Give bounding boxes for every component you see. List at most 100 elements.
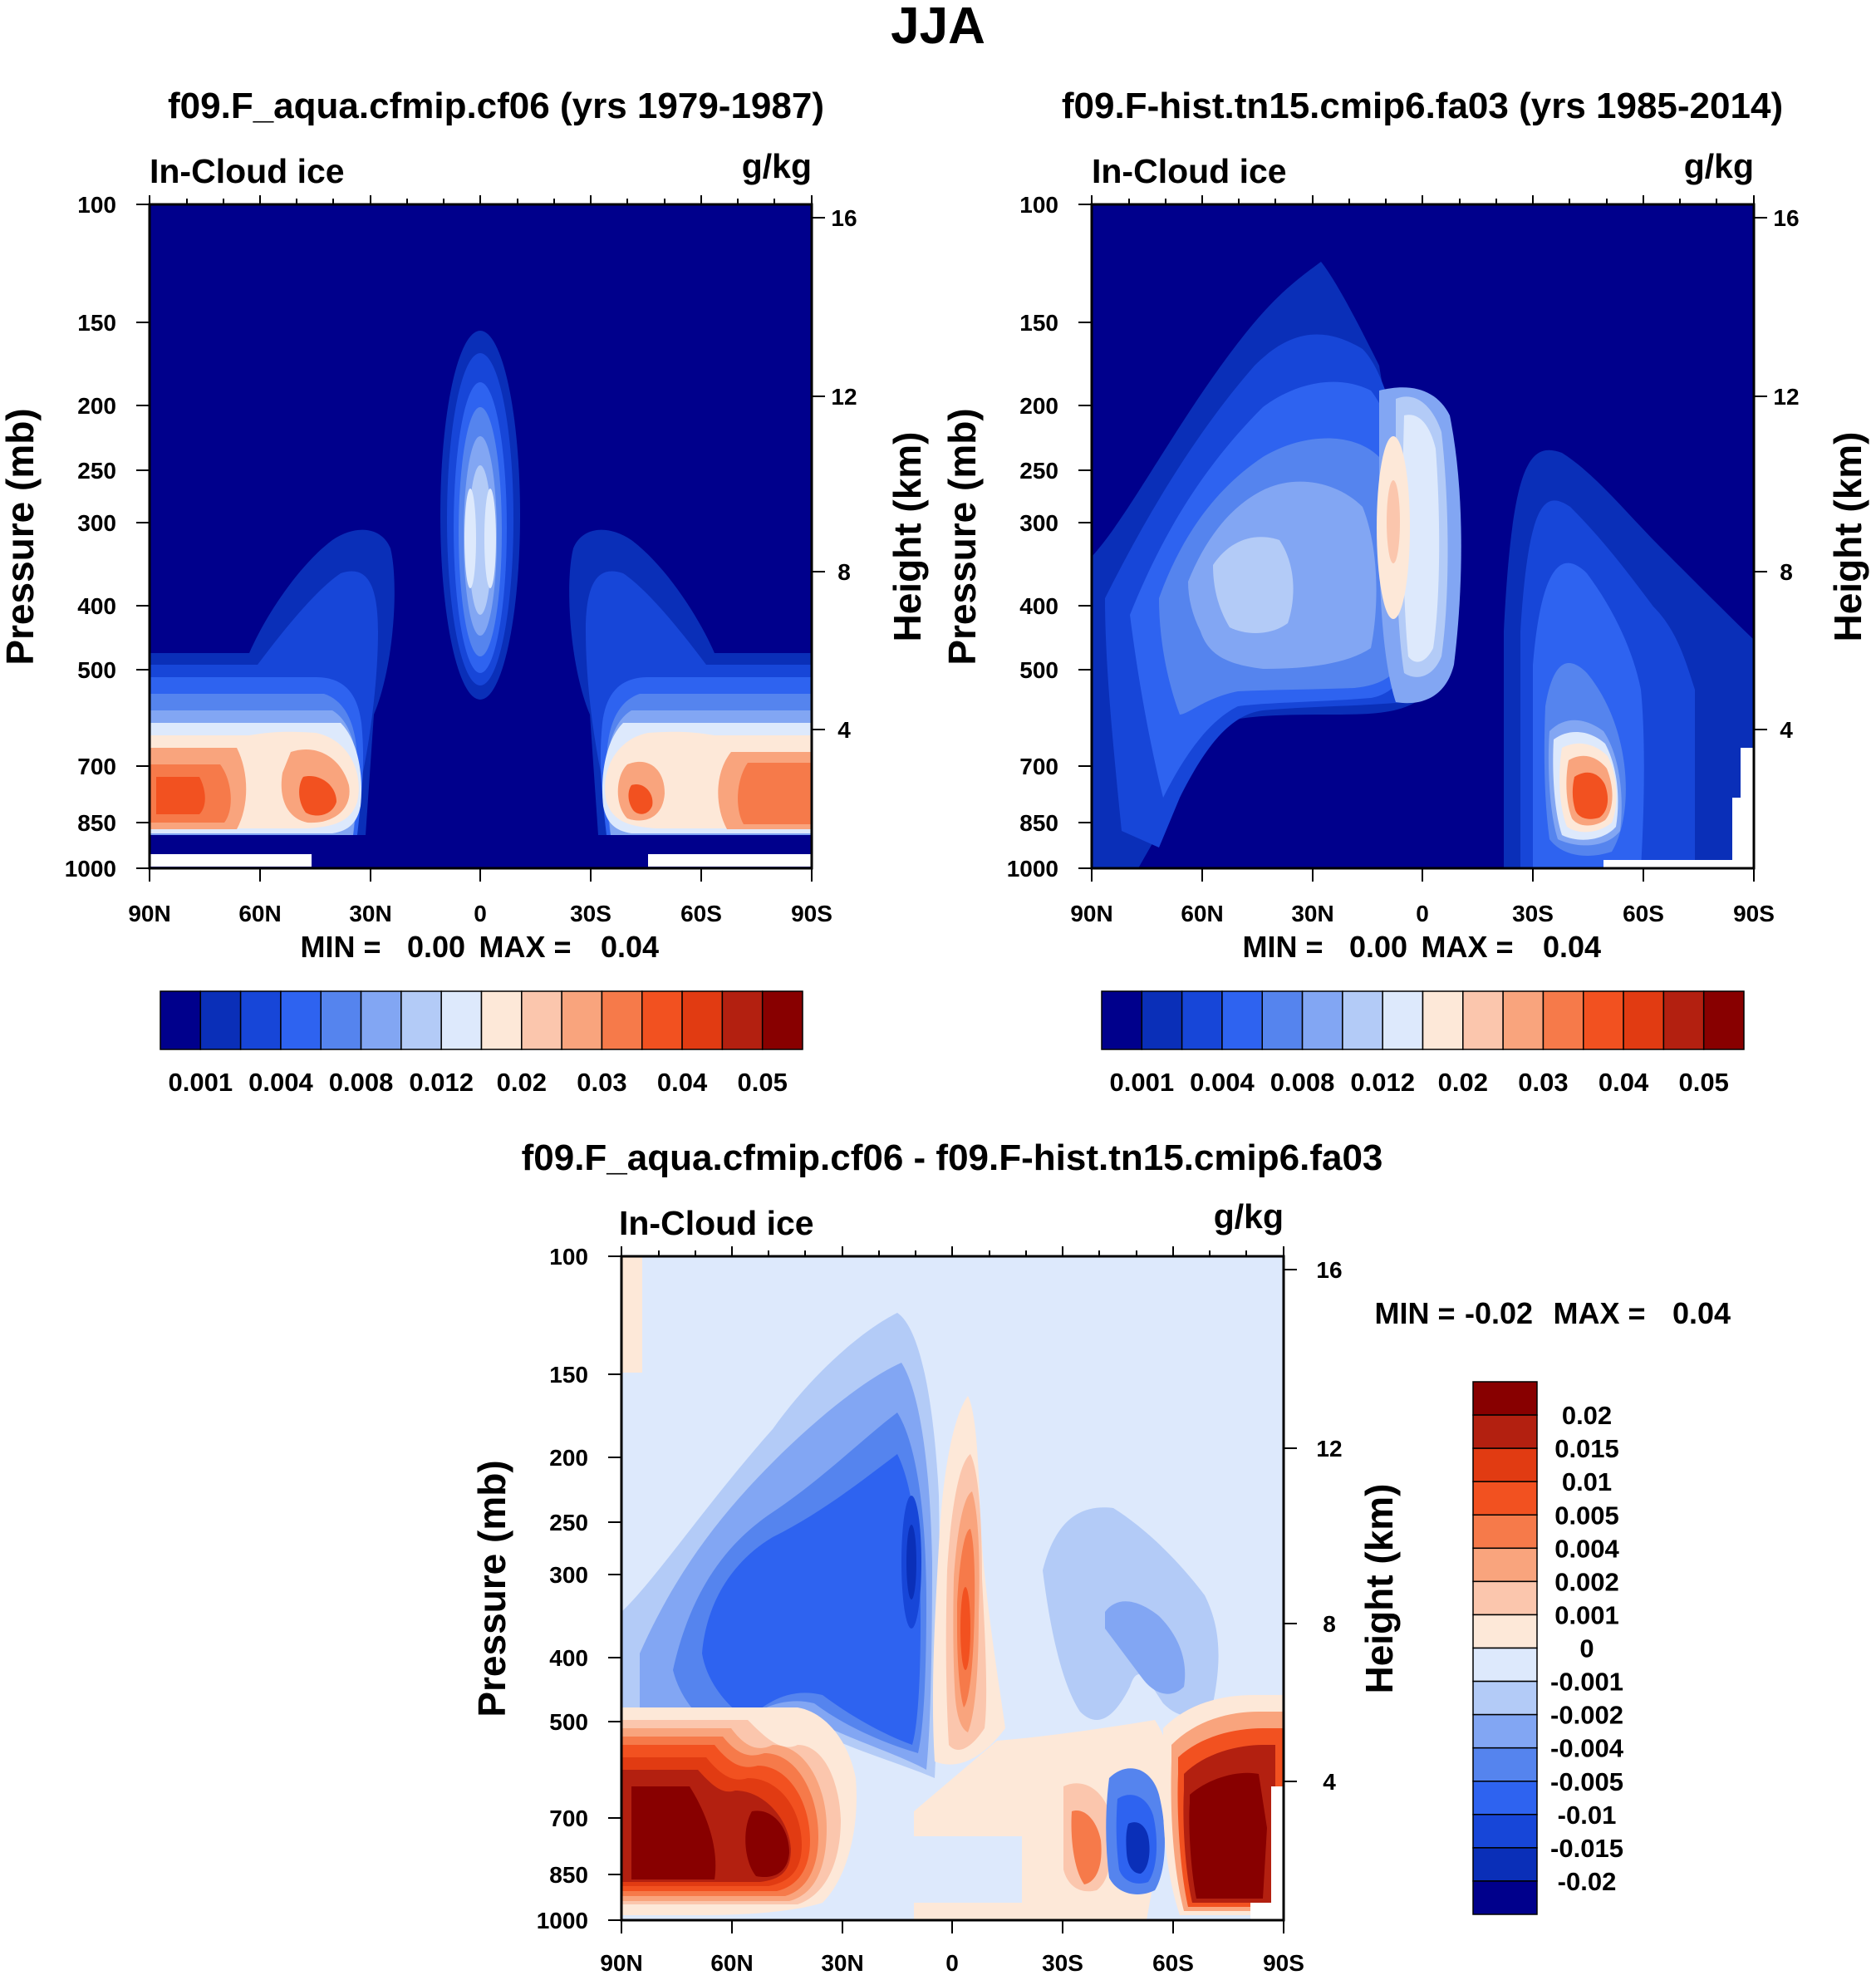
p3-y-tick-label: 200	[549, 1445, 588, 1471]
p1-y2-axis-label: Height (km)	[886, 432, 929, 642]
p1-contour-sh	[738, 763, 812, 824]
figure-title: JJA	[891, 0, 985, 55]
colorbar-label: -0.005	[1550, 1767, 1623, 1796]
colorbar-swatch	[320, 990, 362, 1050]
colorbar-label: -0.002	[1550, 1701, 1623, 1730]
p1-max-label: MAX =	[479, 930, 571, 964]
p3-y-tick-label: 1000	[537, 1908, 588, 1933]
p1-y2-tick-label: 12	[831, 384, 857, 410]
p1-x-tick-label: 30N	[349, 901, 391, 926]
panel-1-contours	[150, 204, 812, 868]
p3-x-tick-label: 0	[945, 1950, 959, 1976]
colorbar-label: 0.04	[657, 1068, 708, 1097]
p3-y-tick-label: 850	[549, 1862, 588, 1888]
p3-missing-data	[1250, 1786, 1284, 1920]
p3-contour-pos	[1189, 1772, 1267, 1899]
p2-x-tick-label: 30N	[1291, 901, 1333, 926]
p3-x-tick-label: 30N	[821, 1950, 863, 1976]
colorbar-swatch	[1101, 990, 1143, 1050]
p3-contour-pos	[631, 1786, 716, 1879]
p1-min-label: MIN =	[300, 930, 381, 964]
p1-missing-data	[648, 854, 812, 867]
p3-contour-neg	[906, 1525, 916, 1599]
panel-2-units-label: g/kg	[1684, 147, 1754, 185]
p2-y-tick-label: 850	[1019, 810, 1058, 836]
colorbar-swatch	[1472, 1847, 1538, 1882]
p2-y-tick-label: 100	[1019, 192, 1058, 218]
p3-contour-neg	[1105, 1601, 1186, 1694]
colorbar-swatch	[1502, 990, 1545, 1050]
colorbar-swatch	[1342, 990, 1383, 1050]
colorbar-swatch	[480, 990, 523, 1050]
colorbar-swatch	[681, 990, 724, 1050]
colorbar-swatch	[521, 990, 562, 1050]
p3-contour-neg	[897, 1836, 1022, 1903]
colorbar-swatch	[1472, 1447, 1538, 1482]
p3-max-value: 0.04	[1672, 1296, 1731, 1330]
p3-y2-axis-label: Height (km)	[1358, 1484, 1401, 1694]
colorbar-swatch	[1181, 990, 1223, 1050]
colorbar-label: 0.012	[409, 1068, 474, 1097]
colorbar-label: 0.004	[1190, 1068, 1255, 1097]
p1-y2-tick-label: 16	[831, 205, 857, 231]
panel-3: f09.F_aqua.cfmip.cf06 - f09.F-hist.tn15.…	[470, 1137, 1731, 1976]
colorbar-swatch	[440, 990, 483, 1050]
panel-3-axes: 90N 60N 30N 0 30S 60S 90S	[470, 1244, 1401, 1976]
p2-contour-sh	[1572, 772, 1608, 819]
p3-y-tick-label: 500	[549, 1709, 588, 1735]
p2-max-value: 0.04	[1543, 930, 1601, 964]
colorbar-label: 0.03	[577, 1068, 626, 1097]
p2-x-tick-label: 0	[1416, 901, 1429, 926]
p1-contour-nh	[156, 777, 205, 814]
panel-3-title: f09.F_aqua.cfmip.cf06 - f09.F-hist.tn15.…	[522, 1137, 1383, 1178]
p2-y-tick-label: 500	[1019, 657, 1058, 683]
p1-y-tick-label: 500	[77, 657, 116, 683]
p3-y2-tick-label: 16	[1316, 1257, 1342, 1283]
colorbar-swatch	[1261, 990, 1304, 1050]
p2-y-axis-label: Pressure (mb)	[940, 408, 984, 665]
p2-y-tick-label: 400	[1019, 593, 1058, 619]
p3-contour-pos	[1071, 1810, 1102, 1884]
colorbar-swatch	[561, 990, 603, 1050]
colorbar-swatch	[1472, 1747, 1538, 1782]
colorbar-swatch	[1472, 1481, 1538, 1516]
colorbar-swatch	[1301, 990, 1343, 1050]
colorbar-swatch	[280, 990, 322, 1050]
colorbar-swatch	[1472, 1814, 1538, 1849]
p1-x-tick-label: 30S	[570, 901, 611, 926]
colorbar-swatch	[360, 990, 402, 1050]
colorbar-label: -0.01	[1558, 1801, 1617, 1830]
colorbar-label: 0	[1579, 1634, 1594, 1663]
colorbar-swatch	[400, 990, 442, 1050]
p2-contour-main	[1213, 537, 1294, 633]
p3-x-tick-label: 90S	[1263, 1950, 1304, 1976]
p1-y-axis-label: Pressure (mb)	[0, 408, 42, 665]
colorbar-label: 0.01	[1562, 1467, 1612, 1496]
p1-x-tick-label: 60N	[238, 901, 281, 926]
p2-min-label: MIN =	[1242, 930, 1323, 964]
p3-y-tick-label: 100	[549, 1244, 588, 1270]
p1-contour-tropics	[464, 489, 476, 588]
p2-y2-tick-label: 12	[1773, 384, 1799, 410]
colorbar-swatch	[1422, 990, 1464, 1050]
panel-2-contours	[1092, 204, 1754, 868]
panel-1-colorbar: 0.001 0.004 0.008 0.012 0.02 0.03 0.04 0.05	[160, 990, 803, 1097]
panel-1-units-label: g/kg	[742, 147, 812, 185]
panel-2-left-label: In-Cloud ice	[1092, 152, 1287, 190]
panel-1-title: f09.F_aqua.cfmip.cf06 (yrs 1979-1987)	[168, 86, 824, 126]
p2-y2-tick-label: 16	[1773, 205, 1799, 231]
colorbar-label: -0.02	[1558, 1867, 1617, 1896]
p1-min-value: 0.00	[407, 930, 465, 964]
p2-y2-tick-label: 8	[1780, 559, 1793, 585]
colorbar-label: 0.001	[169, 1068, 233, 1097]
p1-contour-tropics	[469, 465, 492, 615]
p2-y2-tick-label: 4	[1780, 717, 1793, 743]
p2-y-tick-label: 200	[1019, 393, 1058, 419]
p1-y-tick-label: 300	[77, 510, 116, 536]
colorbar-swatch	[1472, 1547, 1538, 1583]
p1-y-tick-label: 250	[77, 458, 116, 484]
panel-1: f09.F_aqua.cfmip.cf06 (yrs 1979-1987) In…	[0, 86, 929, 1097]
panel-3-colorbar: 0.02 0.015 0.01 0.005 0.004 0.002 0.001 0 -0.001…	[1472, 1381, 1624, 1915]
colorbar-swatch	[1662, 990, 1705, 1050]
p1-y-tick-label: 700	[77, 754, 116, 779]
